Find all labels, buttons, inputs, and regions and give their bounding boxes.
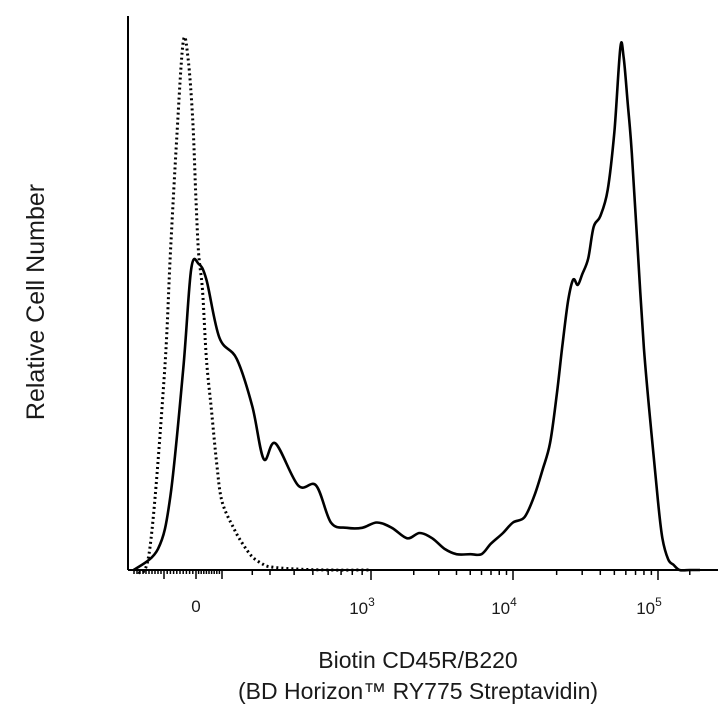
x-axis-label-line2: (BD Horizon™ RY775 Streptavidin)	[238, 678, 598, 704]
series-line-dotted	[132, 35, 372, 575]
x-axis-label: Biotin CD45R/B220	[318, 647, 517, 673]
x-tick-label: 103	[349, 595, 375, 618]
x-tick-label: 0	[191, 597, 200, 616]
y-axis-label: Relative Cell Number	[22, 184, 50, 420]
x-tick-labels: 0 103 104 105	[191, 595, 662, 618]
x-tick-label: 105	[636, 595, 662, 618]
x-axis-ticks	[133, 570, 691, 580]
plot-frame	[127, 16, 718, 571]
x-tick-label: 104	[491, 595, 517, 618]
series-line-solid	[133, 41, 700, 572]
series-layer	[132, 35, 700, 575]
